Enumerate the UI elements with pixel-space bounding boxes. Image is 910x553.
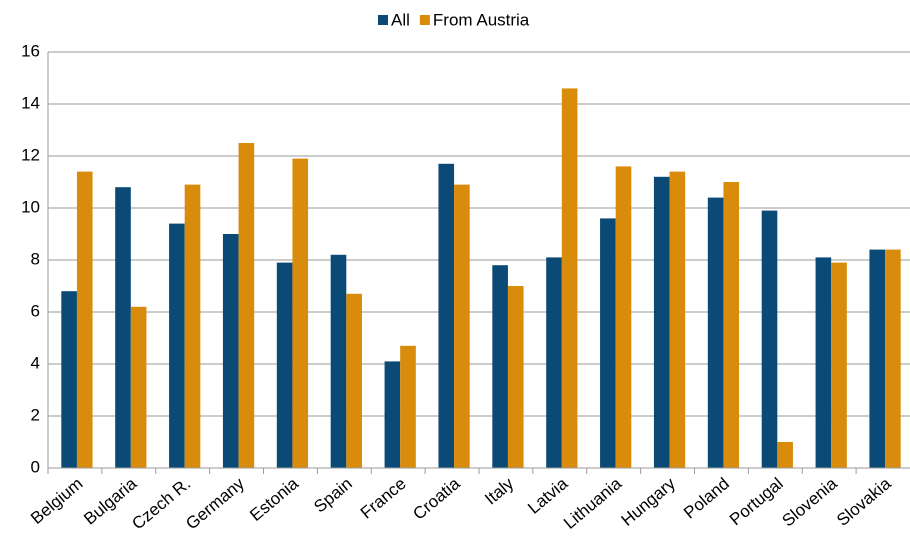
bar [169, 223, 185, 468]
y-tick-label: 4 [31, 353, 40, 372]
y-tick-label: 14 [21, 93, 40, 112]
x-tick-label: Hungary [618, 474, 680, 530]
bar [669, 171, 686, 468]
bar [615, 166, 632, 468]
bar [292, 158, 309, 468]
bar [546, 257, 562, 468]
x-tick-label: Lithuania [560, 474, 625, 533]
bar [707, 197, 724, 468]
bar [438, 163, 455, 469]
bar [76, 171, 93, 468]
legend-swatch [419, 15, 430, 25]
legend-label: From Austria [433, 10, 530, 29]
x-tick-label: France [357, 474, 410, 523]
x-tick-label: Belgium [27, 474, 86, 528]
bar [600, 218, 616, 468]
bar [454, 184, 470, 468]
bar [184, 184, 201, 468]
bar [885, 249, 901, 468]
x-tick-label: Spain [310, 474, 356, 517]
legend-swatch [378, 15, 388, 25]
bar [869, 249, 886, 468]
y-tick-label: 6 [31, 301, 40, 320]
bar [653, 176, 670, 469]
x-tick-label: Portugal [726, 474, 787, 529]
x-tick-label: Slovakia [833, 474, 895, 530]
bar [507, 286, 524, 468]
bar [346, 293, 362, 468]
bar [384, 361, 401, 468]
x-tick-label: Slovenia [778, 474, 841, 531]
x-tick-label: Czech R. [128, 474, 194, 533]
y-tick-label: 8 [31, 249, 40, 268]
y-tick-label: 2 [31, 405, 40, 424]
y-tick-label: 16 [21, 41, 40, 60]
x-tick-label: Croatia [409, 474, 464, 524]
x-tick-label: Poland [680, 474, 733, 523]
bar [61, 291, 77, 468]
bar [815, 257, 832, 468]
x-tick-label: Germany [182, 474, 248, 534]
x-tick-label: Italy [481, 474, 517, 509]
bar [492, 265, 508, 468]
bar [330, 254, 347, 468]
y-tick-label: 0 [31, 457, 40, 476]
bar [400, 345, 416, 468]
bar [130, 306, 147, 468]
bar [115, 187, 131, 468]
bar [222, 234, 239, 468]
y-tick-label: 12 [21, 145, 40, 164]
bar [238, 143, 255, 468]
y-tick-label: 10 [21, 197, 40, 216]
bar [777, 442, 793, 468]
bar [561, 88, 578, 469]
bar [761, 210, 778, 468]
legend-label: All [391, 10, 410, 29]
x-tick-label: Latvia [524, 474, 571, 518]
x-tick-label: Estonia [246, 474, 302, 525]
bar [276, 262, 293, 468]
bar [723, 182, 740, 468]
bar [831, 262, 847, 468]
